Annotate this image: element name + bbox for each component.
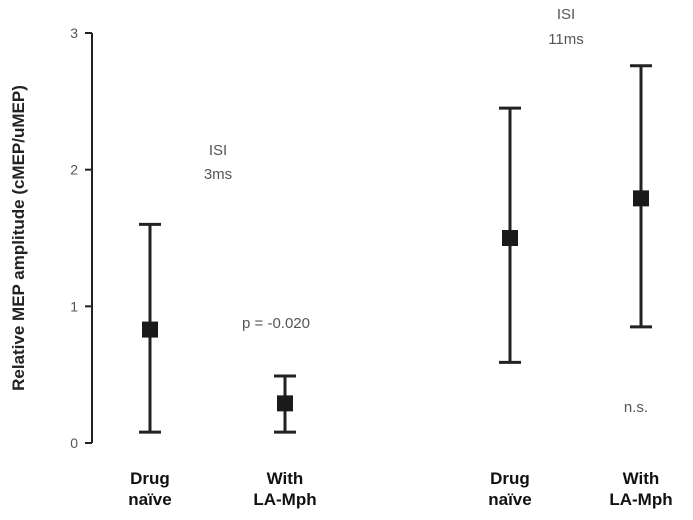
annotation-text: p = -0.020 [242,315,310,332]
error-bar-group [630,64,652,329]
labels: Drug naïve With LA-Mph Drug naïve With LA-Mph IS… [128,6,672,509]
annotation-text: n.s. [624,399,648,416]
y-axis-label: Relative MEP amplitude (cMEP/uMEP) [9,85,28,391]
y-tick-label: 3 [70,25,78,41]
axes: 0 1 2 3 Relative MEP amplitude (cMEP/uMEP) [9,25,93,451]
mean-marker [502,230,518,246]
x-category-label: naïve [488,490,531,509]
y-tick-label: 1 [70,298,78,314]
y-tick-label: 2 [70,162,78,178]
x-category-label: With [267,469,304,488]
annotation-text: ISI [557,6,575,23]
error-bar-group [139,222,161,434]
annotation-text: 11ms [548,31,584,48]
y-tick-label: 0 [70,435,78,451]
x-category-label: LA-Mph [609,490,672,509]
x-category-label: Drug [130,469,170,488]
mean-marker [277,395,293,412]
error-bar-group [274,374,296,434]
mean-marker [633,190,649,207]
mean-marker [142,321,158,338]
marks [139,64,652,434]
x-category-label: naïve [128,490,171,509]
x-category-label: Drug [490,469,530,488]
x-category-label: LA-Mph [253,490,316,509]
annotation-text: 3ms [204,166,232,183]
x-category-label: With [623,469,660,488]
annotation-text: ISI [209,142,227,159]
error-bar-group [499,106,521,364]
